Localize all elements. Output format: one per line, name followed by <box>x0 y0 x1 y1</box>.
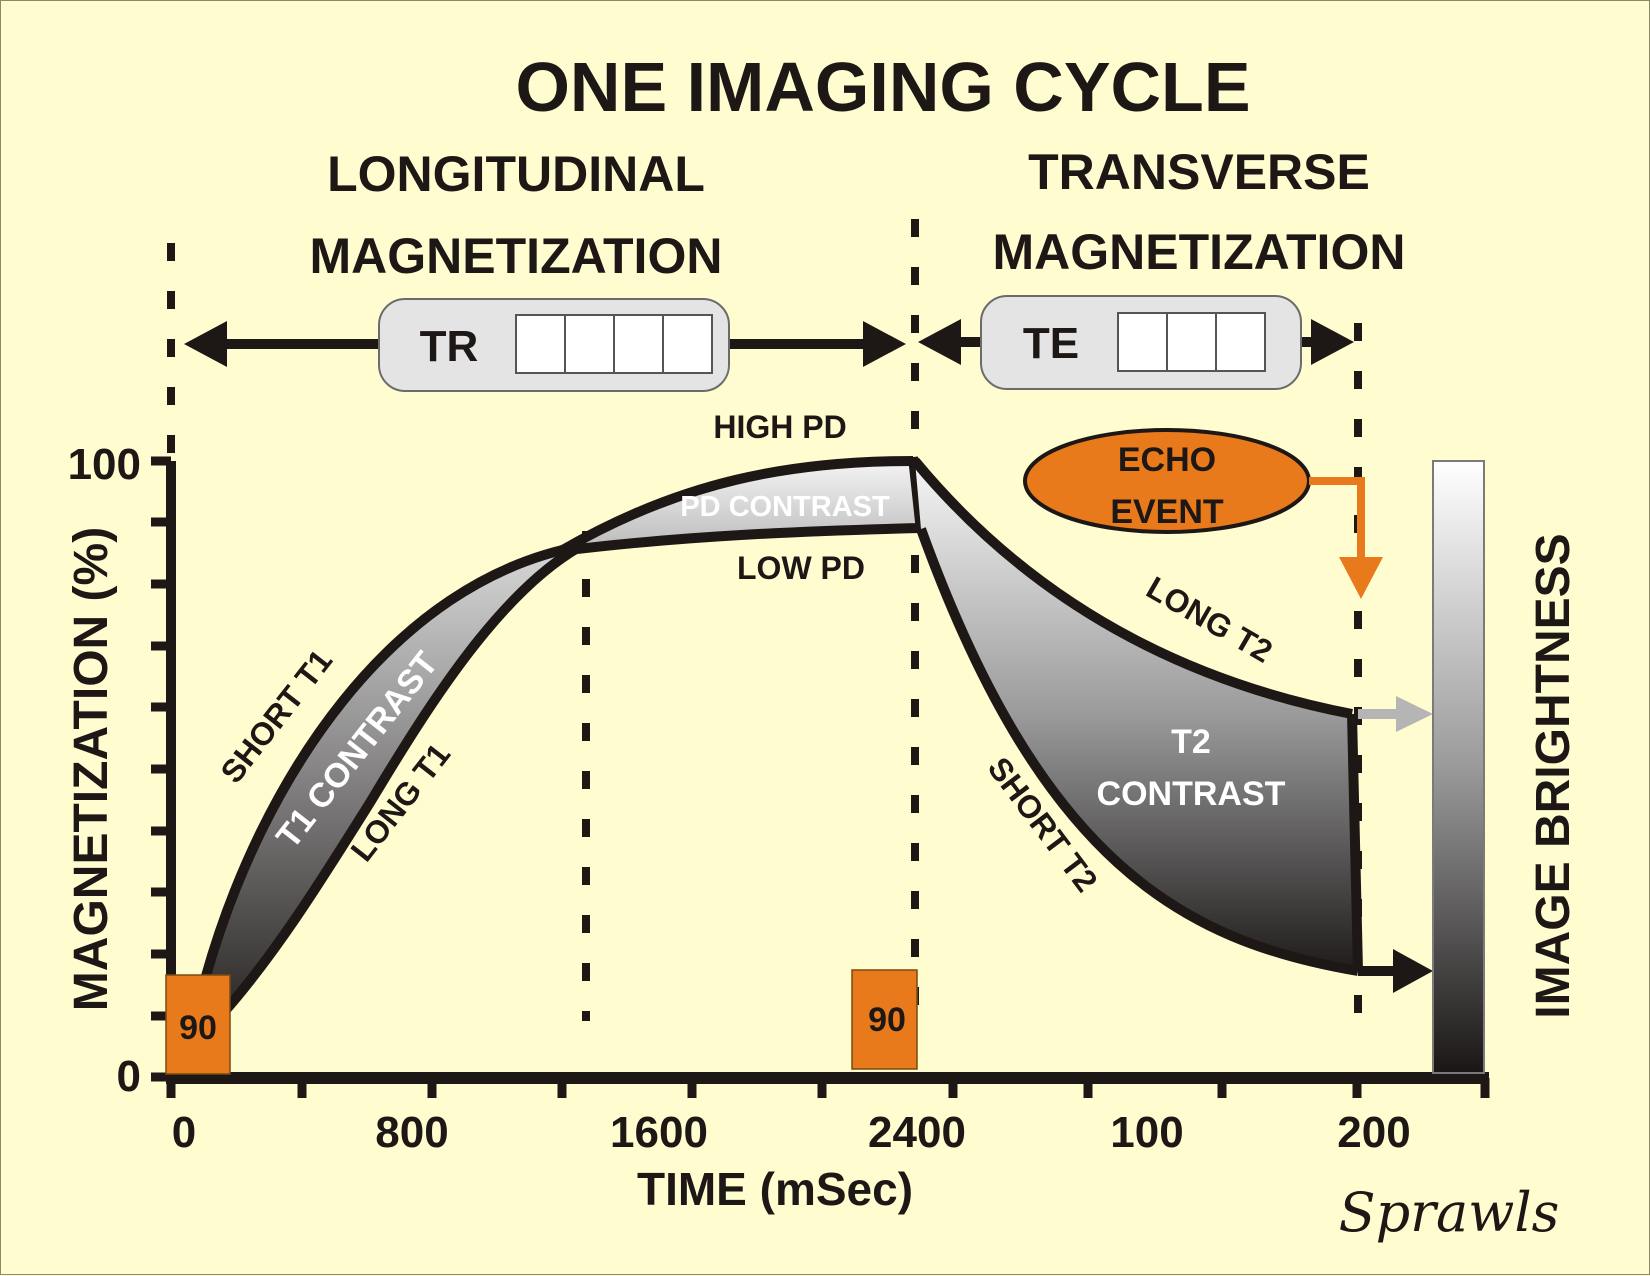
te-digit-box[interactable] <box>1117 312 1168 372</box>
svg-text:90: 90 <box>868 1001 906 1039</box>
y-max-label: 100 <box>68 440 141 489</box>
te-digit-box[interactable] <box>1166 312 1217 372</box>
arrow-right-icon <box>863 321 906 367</box>
svg-text:EVENT: EVENT <box>1110 493 1224 531</box>
x-tick-label: 2400 <box>868 1108 966 1157</box>
brightness-arrow-long-t2 <box>1358 696 1433 732</box>
short-t1-curve <box>201 541 582 978</box>
longitudinal-header-line1: LONGITUDINAL <box>327 146 705 202</box>
brightness-arrow-short-t2 <box>1358 949 1433 993</box>
page-title: ONE IMAGING CYCLE <box>515 48 1250 126</box>
te-box: TE <box>980 295 1302 390</box>
low-pd-label: LOW PD <box>737 550 865 586</box>
high-pd-curve <box>558 456 914 556</box>
x-tick-label: 1600 <box>610 1108 708 1157</box>
transverse-header-line1: TRANSVERSE <box>1028 144 1370 200</box>
pulse-90-start: 90 <box>165 974 231 1075</box>
tr-label: TR <box>420 322 479 371</box>
y-min-label: 0 <box>117 1052 141 1101</box>
pulse-90-second: 90 <box>851 969 918 1070</box>
tr-digit-box[interactable] <box>515 314 566 374</box>
t2-contrast-region <box>911 457 1363 976</box>
dashed-guides <box>167 219 1362 1041</box>
longitudinal-header-line2: MAGNETIZATION <box>310 228 723 284</box>
tr-digit-box[interactable] <box>564 314 615 374</box>
x-tick-label: 800 <box>375 1108 448 1157</box>
x-axis: 0 800 1600 2400 100 200 TIME (mSec) <box>166 1072 1490 1215</box>
y-axis: 100 0 MAGNETIZATION (%) <box>65 440 176 1101</box>
x-axis-label: TIME (mSec) <box>637 1163 913 1215</box>
x-tick-label: 200 <box>1337 1108 1410 1157</box>
long-t2-curve <box>911 457 1353 719</box>
te-digit-box[interactable] <box>1215 312 1266 372</box>
arrow-right-icon <box>1393 949 1433 993</box>
svg-text:90: 90 <box>179 1009 217 1047</box>
short-t2-curve <box>916 527 1359 976</box>
te-digit-boxes <box>1117 312 1266 372</box>
echo-event: ECHO EVENT <box>1023 428 1383 599</box>
high-pd-label: HIGH PD <box>713 409 846 445</box>
y-axis-label: MAGNETIZATION (%) <box>65 527 118 1011</box>
svg-text:ECHO: ECHO <box>1118 441 1216 479</box>
pd-contrast-region <box>558 456 926 556</box>
long-t1-curve <box>212 541 584 1025</box>
x-tick-label: 0 <box>172 1108 196 1157</box>
te-label: TE <box>1023 319 1079 368</box>
arrow-left-icon <box>184 321 227 367</box>
transverse-header-line2: MAGNETIZATION <box>993 224 1406 280</box>
author-signature: Sprawls <box>1339 1181 1560 1244</box>
arrow-left-icon <box>918 319 961 365</box>
arrow-right-icon <box>1311 319 1354 365</box>
t2-contrast-label-2: CONTRAST <box>1097 775 1286 813</box>
pd-contrast-label: PD CONTRAST <box>680 491 890 523</box>
x-tick-label: 100 <box>1110 1108 1183 1157</box>
t1-contrast-region <box>201 541 584 1025</box>
tr-digit-box[interactable] <box>613 314 664 374</box>
tr-box: TR <box>378 298 730 392</box>
tr-digit-boxes <box>515 314 713 374</box>
image-brightness-scale <box>1432 460 1485 1074</box>
low-pd-curve <box>560 523 922 556</box>
tr-digit-box[interactable] <box>662 314 713 374</box>
image-brightness-label: IMAGE BRIGHTNESS <box>1527 533 1580 1018</box>
arrow-down-icon <box>1339 557 1383 599</box>
t2-contrast-label-1: T2 <box>1171 723 1211 761</box>
arrow-right-icon <box>1396 696 1433 732</box>
